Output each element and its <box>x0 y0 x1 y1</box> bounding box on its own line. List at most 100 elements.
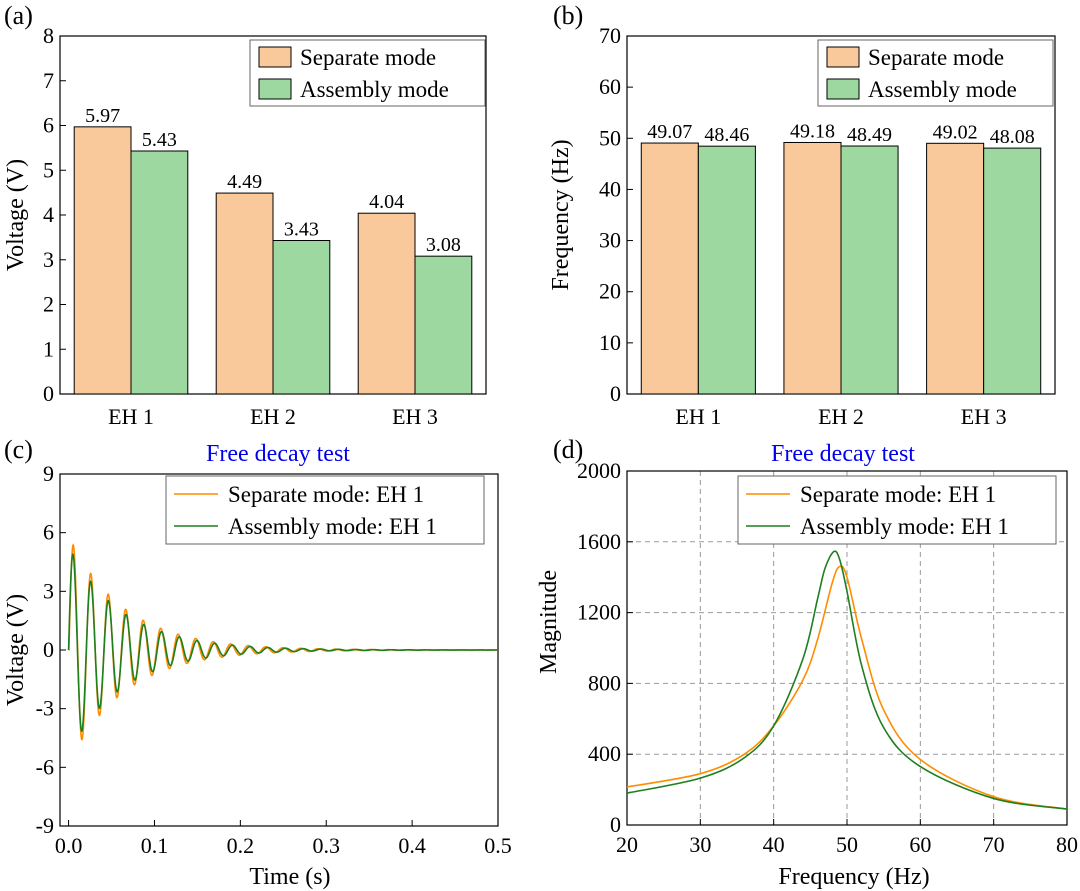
panel-d-xtick-label: 40 <box>763 832 785 857</box>
panel-a-ylabel: Voltage (V) <box>3 159 29 271</box>
panel-a-ytick-label: 4 <box>43 202 54 227</box>
panel-b-ytick-label: 70 <box>599 23 621 48</box>
panel-c-legend-assembly: Assembly mode: EH 1 <box>228 514 437 539</box>
panel-a-xtick-label: EH 3 <box>392 404 438 429</box>
panel-a-ytick-label: 7 <box>43 68 54 93</box>
panel-a-bar <box>414 255 473 395</box>
panel-a-ytick-label: 6 <box>43 113 54 138</box>
panel-b-bar-label: 48.46 <box>704 124 749 146</box>
panel-c-series-assembly <box>67 552 498 733</box>
panel-a-legend-swatch-assembly <box>258 78 292 100</box>
panel-b-bar-label: 48.08 <box>990 126 1035 148</box>
panel-c-ytick-label: 3 <box>43 578 54 603</box>
panel-b-bar <box>697 145 756 395</box>
panel-c-series-separate <box>68 543 498 741</box>
panel-b-frequency-bars: (b) 0 10 20 30 40 50 60 70 EH 1 49.07 48.46 EH 2 49.… <box>548 1 1056 429</box>
panel-a-bar-label: 5.97 <box>85 105 120 127</box>
panel-b-bar <box>783 141 842 395</box>
panel-b-bar-label: 49.18 <box>790 120 835 142</box>
panel-c-ytick-label: 6 <box>43 520 54 545</box>
panel-c-xtick-label: 0.3 <box>312 833 340 858</box>
panel-c-ytick-label: -6 <box>36 754 54 779</box>
panel-c-xtick-label: 0.1 <box>141 833 169 858</box>
panel-b-legend-swatch-assembly <box>826 78 860 100</box>
panel-d-xtick-label: 20 <box>616 832 638 857</box>
panel-a-bar <box>215 192 274 395</box>
panel-a-bar-label: 3.08 <box>426 234 461 256</box>
panel-b-bar-label: 49.02 <box>933 121 978 143</box>
panel-a-bar <box>272 240 331 395</box>
panel-b-legend-separate: Separate mode <box>868 45 1004 70</box>
panel-d-xtick-label: 30 <box>689 832 711 857</box>
panel-b-ytick-label: 20 <box>599 279 621 304</box>
panel-d-series-assembly <box>626 550 1068 810</box>
panel-a-ytick-label: 8 <box>43 23 54 48</box>
panel-c-xtick-label: 0.5 <box>484 833 512 858</box>
panel-c-ytick-label: 9 <box>43 461 54 486</box>
panel-a-legend-swatch-separate <box>258 46 292 68</box>
panel-a-label: (a) <box>4 1 33 30</box>
panel-a-bar <box>357 212 416 395</box>
panel-b-label: (b) <box>553 1 583 30</box>
panel-c-legend: Separate mode: EH 1 Assembly mode: EH 1 <box>165 475 485 545</box>
panel-a-legend-assembly: Assembly mode <box>300 77 449 102</box>
panel-b-bar-label: 48.49 <box>847 124 892 146</box>
panel-b-legend-swatch-separate <box>826 46 860 68</box>
panel-c-legend-box <box>165 475 485 545</box>
panel-b-legend-assembly: Assembly mode <box>868 77 1017 102</box>
panel-a-bar-label: 5.43 <box>142 129 177 151</box>
panel-d-title: Free decay test <box>771 441 915 467</box>
panel-a-legend-separate: Separate mode <box>300 45 436 70</box>
panel-c-xtick-label: 0.0 <box>55 833 83 858</box>
panel-c-plot-area: -9 -6 -3 0 3 6 9 0.0 0.1 0.2 0.3 0.4 0.5 <box>36 461 512 858</box>
panel-a-ytick-label: 2 <box>43 292 54 317</box>
panel-b-xtick-label: EH 2 <box>818 404 864 429</box>
panel-d-xtick-label: 80 <box>1056 832 1078 857</box>
panel-d-xlabel: Frequency (Hz) <box>778 864 929 890</box>
panel-a-ytick-label: 0 <box>43 381 54 406</box>
panel-a-bar <box>130 150 189 395</box>
panel-a-bar <box>73 126 132 395</box>
panel-d-legend-assembly: Assembly mode: EH 1 <box>800 514 1009 539</box>
panel-b-ytick-label: 30 <box>599 228 621 253</box>
panel-d-ytick-label: 1200 <box>577 600 621 625</box>
panel-c-time-response: (c) Free decay test -9 -6 -3 0 3 6 9 0.0 0.1 0.2 0… <box>3 435 512 890</box>
panel-b-ytick-label: 50 <box>599 125 621 150</box>
panel-d-ytick-label: 2000 <box>577 458 621 483</box>
panel-b-ytick-label: 60 <box>599 74 621 99</box>
panel-a-ytick-label: 3 <box>43 247 54 272</box>
panel-b-bar <box>926 142 985 395</box>
panel-c-ytick-label: -9 <box>36 813 54 838</box>
panel-a-ytick-label: 1 <box>43 336 54 361</box>
panel-b-xtick-label: EH 3 <box>961 404 1007 429</box>
panel-a-bar-label: 3.43 <box>284 219 319 241</box>
panel-a-legend: Separate mode Assembly mode <box>249 39 486 107</box>
panel-d-ytick-label: 400 <box>588 741 621 766</box>
panel-b-ytick-label: 10 <box>599 330 621 355</box>
panel-d-xtick-label: 50 <box>836 832 858 857</box>
panel-c-title: Free decay test <box>206 441 350 467</box>
panel-a-xtick-label: EH 2 <box>250 404 296 429</box>
panel-c-xtick-label: 0.4 <box>398 833 426 858</box>
panel-a-bar-label: 4.04 <box>369 191 404 213</box>
panel-b-legend: Separate mode Assembly mode <box>817 39 1054 107</box>
panel-b-bar <box>840 145 899 395</box>
panel-b-ytick-label: 40 <box>599 176 621 201</box>
panel-d-xtick-label: 70 <box>983 832 1005 857</box>
panel-c-label: (c) <box>4 435 33 464</box>
panel-d-label: (d) <box>553 435 583 464</box>
panel-d-legend-box <box>737 475 1057 545</box>
panel-b-bar-label: 49.07 <box>647 121 692 143</box>
panel-c-xlabel: Time (s) <box>249 864 330 890</box>
panel-a-plot-area: 0 1 2 3 4 5 6 7 8 EH 1 5.97 5.43 EH 2 4.49 3.43 EH 3 4.0… <box>43 23 487 429</box>
panel-c-ytick-label: -3 <box>36 696 54 721</box>
panel-b-bar <box>983 147 1042 395</box>
panel-d-ytick-label: 800 <box>588 670 621 695</box>
panel-b-plot-area: 0 10 20 30 40 50 60 70 EH 1 49.07 48.46 EH 2 49.18 48… <box>599 23 1056 429</box>
panel-d-ytick-label: 1600 <box>577 529 621 554</box>
panel-a-xtick-label: EH 1 <box>108 404 154 429</box>
panel-d-legend-separate: Separate mode: EH 1 <box>800 482 996 507</box>
panel-b-bar <box>640 142 699 395</box>
panel-b-xtick-label: EH 1 <box>675 404 721 429</box>
